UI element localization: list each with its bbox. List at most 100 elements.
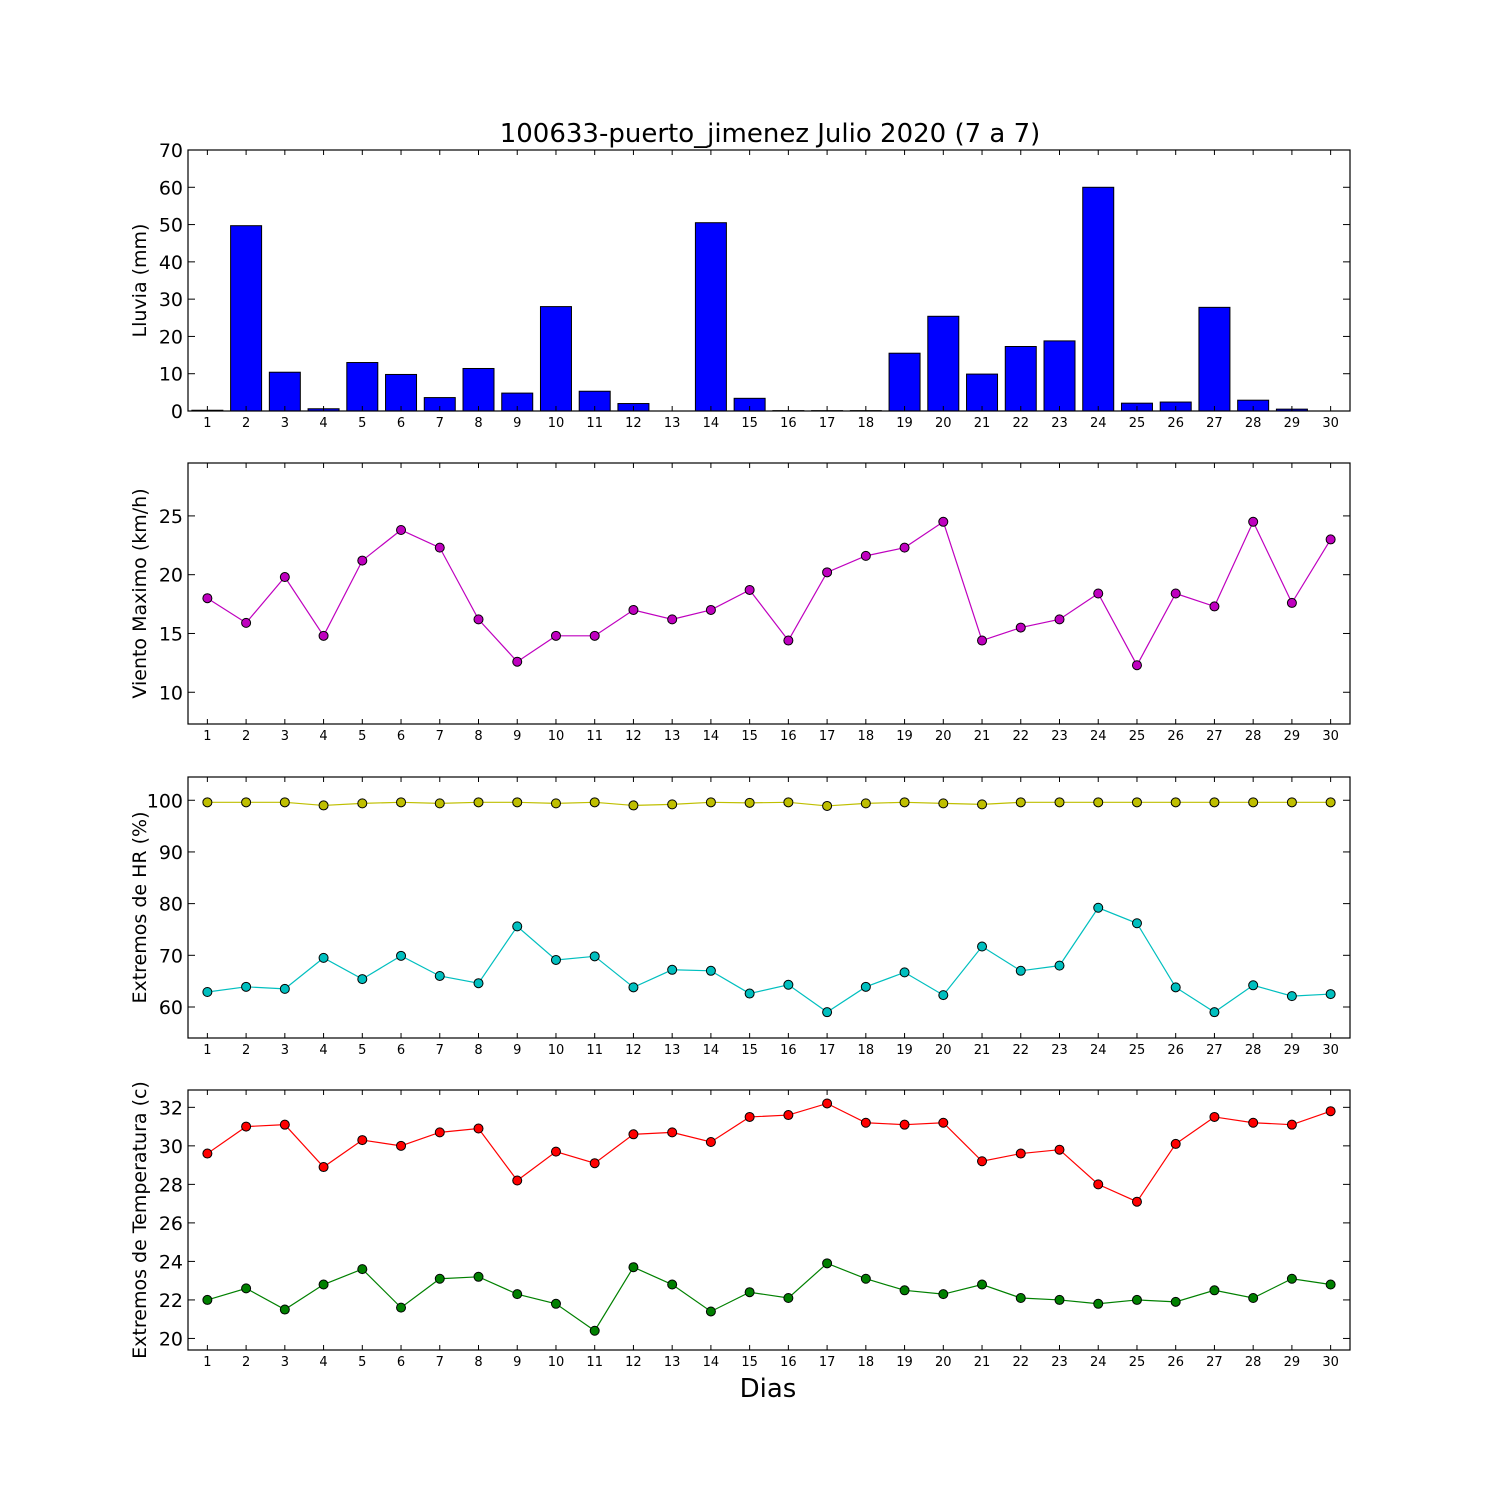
series-line-1 — [207, 520, 1332, 667]
bar-day-23 — [1043, 340, 1076, 412]
point-series-2-day-12 — [628, 982, 639, 993]
point-series-2-day-13 — [667, 1279, 678, 1290]
x-tick-label: 7 — [436, 416, 444, 431]
y-tick-label: 70 — [159, 140, 183, 162]
x-tick-label: 2 — [242, 1355, 250, 1370]
point-series-2-day-24 — [1093, 902, 1104, 913]
plot-frame — [187, 462, 1351, 725]
point-series-1-day-2 — [241, 617, 252, 628]
point-series-2-day-29 — [1286, 991, 1297, 1002]
point-series-1-day-29 — [1286, 597, 1297, 608]
point-series-1-day-8 — [473, 1123, 484, 1134]
bar-day-5 — [346, 362, 379, 412]
point-series-1-day-22 — [1015, 1148, 1026, 1159]
point-series-1-day-9 — [512, 1175, 523, 1186]
point-series-1-day-19 — [899, 1119, 910, 1130]
y-tick-label: 20 — [159, 565, 183, 587]
x-tick-label: 28 — [1245, 729, 1262, 744]
point-series-1-day-6 — [396, 797, 407, 808]
x-tick-label: 3 — [281, 729, 289, 744]
point-series-2-day-2 — [241, 981, 252, 992]
x-tick-label: 21 — [974, 729, 991, 744]
y-axis-label: Viento Maximo (km/h) — [129, 488, 151, 698]
x-tick-label: 16 — [780, 416, 797, 431]
point-series-2-day-18 — [860, 981, 871, 992]
point-series-1-day-2 — [241, 797, 252, 808]
point-series-1-day-5 — [357, 555, 368, 566]
point-series-1-day-16 — [783, 1110, 794, 1121]
x-tick-label: 29 — [1284, 1355, 1301, 1370]
point-series-1-day-13 — [667, 614, 678, 625]
point-series-1-day-23 — [1054, 797, 1065, 808]
point-series-2-day-21 — [977, 941, 988, 952]
bar-day-22 — [1004, 346, 1037, 412]
series-line-1 — [207, 801, 1331, 807]
point-series-2-day-21 — [977, 1279, 988, 1290]
x-tick-label: 26 — [1167, 416, 1184, 431]
x-tick-label: 15 — [741, 729, 758, 744]
x-tick-label: 24 — [1090, 1043, 1107, 1058]
x-tick-label: 21 — [974, 1355, 991, 1370]
point-series-1-day-17 — [822, 1098, 833, 1109]
plot-frame — [187, 1089, 1351, 1351]
point-series-1-day-14 — [705, 1137, 716, 1147]
point-series-2-day-11 — [589, 951, 600, 962]
x-tick-label: 20 — [935, 1355, 952, 1370]
y-tick-label: 40 — [159, 252, 183, 274]
x-tick-label: 10 — [548, 729, 565, 744]
x-tick-label: 13 — [664, 1043, 681, 1058]
point-series-1-day-20 — [938, 798, 949, 809]
point-series-1-day-16 — [783, 635, 794, 646]
point-series-1-day-22 — [1015, 797, 1026, 808]
x-tick-label: 8 — [474, 416, 482, 431]
x-tick-label: 29 — [1284, 416, 1301, 431]
x-tick-label: 22 — [1012, 416, 1029, 431]
x-tick-label: 20 — [935, 416, 952, 431]
point-series-1-day-1 — [202, 593, 213, 604]
point-series-1-day-10 — [550, 798, 561, 809]
point-series-1-day-19 — [899, 797, 910, 808]
x-tick-label: 10 — [548, 1043, 565, 1058]
point-series-1-day-7 — [434, 1127, 445, 1138]
point-series-1-day-18 — [860, 1117, 871, 1128]
point-series-1-day-28 — [1248, 1117, 1259, 1128]
point-series-1-day-20 — [938, 1117, 949, 1128]
x-tick-label: 27 — [1206, 1043, 1223, 1058]
point-series-1-day-26 — [1170, 588, 1181, 599]
point-series-1-day-4 — [318, 1162, 329, 1173]
point-series-1-day-30 — [1325, 1106, 1336, 1117]
x-tick-label: 30 — [1322, 1355, 1339, 1370]
point-series-2-day-2 — [241, 1283, 252, 1294]
bar-day-24 — [1082, 186, 1115, 412]
x-tick-label: 8 — [474, 1043, 482, 1058]
bar-day-8 — [462, 367, 495, 412]
x-tick-label: 7 — [436, 729, 444, 744]
x-tick-label: 10 — [548, 416, 565, 431]
point-series-2-day-16 — [783, 979, 794, 990]
x-tick-label: 1 — [203, 416, 211, 431]
y-tick-label: 25 — [159, 506, 183, 528]
point-series-1-day-3 — [279, 797, 290, 808]
x-tick-label: 19 — [896, 729, 913, 744]
x-tick-label: 13 — [664, 729, 681, 744]
point-series-2-day-7 — [434, 1273, 445, 1284]
x-tick-label: 22 — [1012, 1043, 1029, 1058]
y-axis-label: Lluvia (mm) — [129, 224, 151, 338]
point-series-2-day-20 — [938, 1289, 949, 1300]
point-series-1-day-23 — [1054, 1144, 1065, 1155]
x-tick-label: 17 — [819, 1355, 836, 1370]
x-tick-label: 23 — [1051, 1355, 1068, 1370]
point-series-1-day-27 — [1209, 1111, 1220, 1122]
point-series-1-day-13 — [667, 1127, 678, 1138]
y-tick-label: 26 — [159, 1213, 183, 1235]
x-tick-label: 7 — [436, 1355, 444, 1370]
x-tick-label: 9 — [513, 729, 521, 744]
point-series-1-day-9 — [512, 797, 523, 808]
point-series-2-day-10 — [550, 1298, 561, 1309]
x-tick-label: 4 — [319, 1355, 327, 1370]
point-series-1-day-24 — [1093, 797, 1104, 808]
x-tick-label: 22 — [1012, 729, 1029, 744]
point-series-1-day-21 — [977, 799, 988, 810]
